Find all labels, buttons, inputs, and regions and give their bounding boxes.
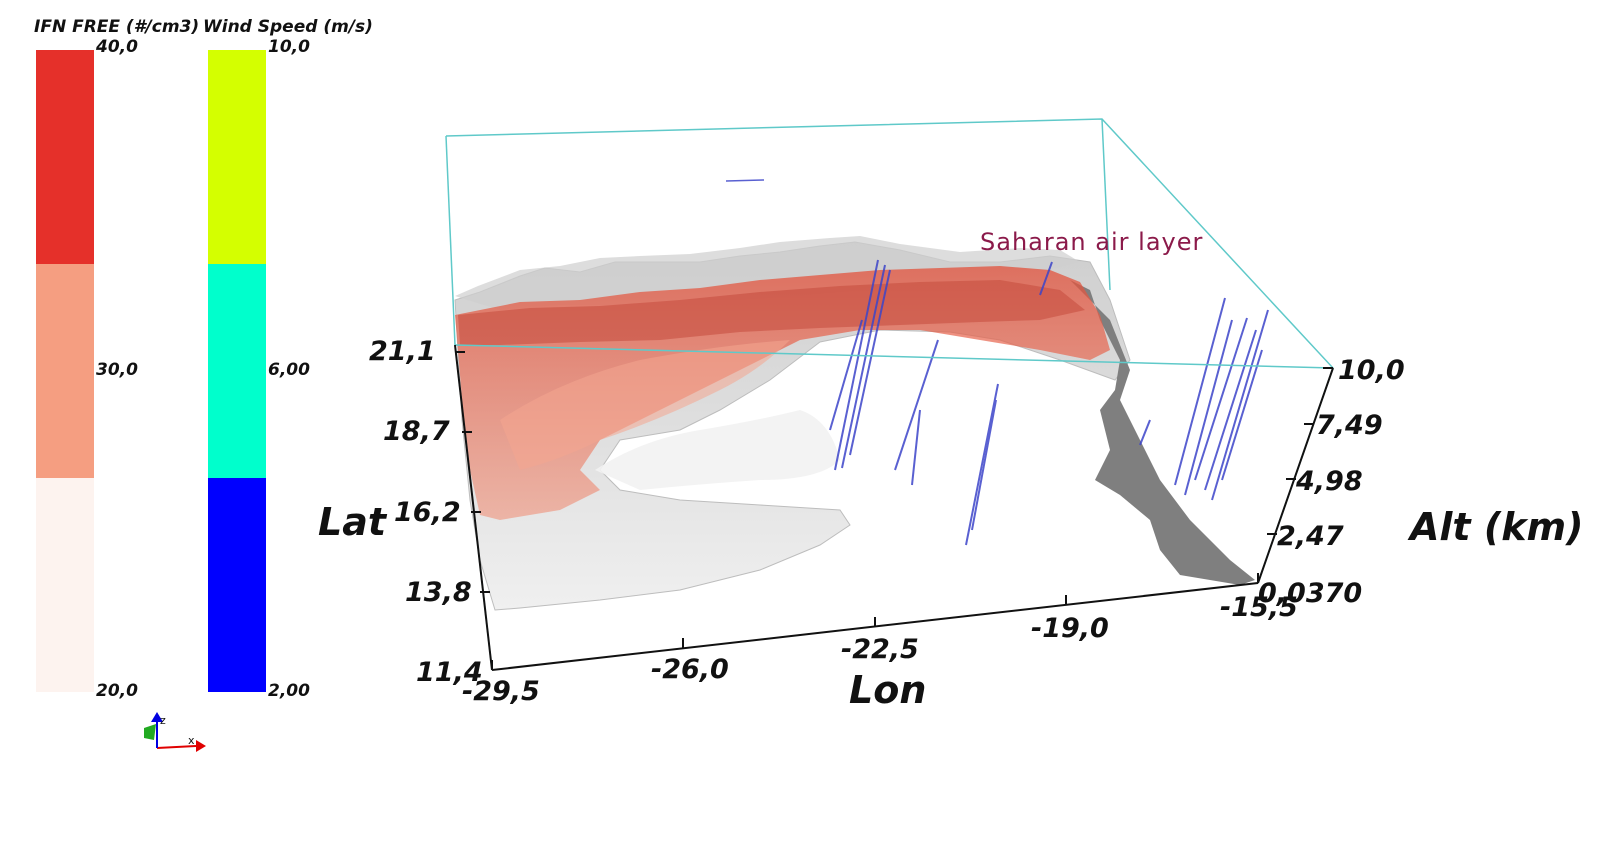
alt-tick-1: 10,0 [1338, 355, 1405, 386]
wind-colorbar-title: Wind Speed (m/s) [203, 17, 373, 37]
lon-axis-title: Lon [849, 668, 927, 712]
ifn-tick-min: 20,0 [96, 681, 138, 701]
wind-colorbar [208, 50, 266, 692]
axis-lines [454, 344, 1334, 671]
ifn-tick-mid: 30,0 [96, 360, 138, 380]
ifn-colorbar-title: IFN FREE (#/cm3) [34, 17, 200, 37]
wind-colorbar-segment-low [208, 478, 266, 692]
wind-tick-max: 10,0 [268, 37, 310, 57]
lon-tick-3: -22,5 [841, 634, 919, 665]
lat-tick-1: 21,1 [369, 336, 436, 367]
alt-tick-5: 0,0370 [1258, 578, 1363, 609]
lat-tick-5: 11,4 [416, 657, 483, 688]
lon-tick-5: -15,5 [1220, 592, 1298, 623]
ifn-colorbar-segment-low [36, 478, 94, 692]
saharan-air-layer-volume [455, 266, 1110, 520]
wind-colorbar-segment-mid [208, 264, 266, 478]
alt-tick-2: 7,49 [1316, 410, 1383, 441]
lat-axis-title: Lat [318, 500, 387, 544]
lon-tick-1: -29,5 [462, 676, 540, 707]
saharan-air-layer-annotation: Saharan air layer [980, 228, 1204, 256]
ifn-colorbar [36, 50, 94, 692]
orientation-axes-widget: x z [144, 712, 206, 752]
wind-speed-streamlines [725, 179, 1269, 546]
ifn-colorbar-segment-mid [36, 264, 94, 478]
ifn-colorbar-segment-high [36, 50, 94, 264]
wind-colorbar-segment-high [208, 50, 266, 264]
wind-tick-min: 2,00 [268, 681, 310, 701]
lat-tick-2: 18,7 [383, 416, 450, 447]
alt-tick-3: 4,98 [1296, 466, 1363, 497]
orientation-z-label: z [160, 714, 166, 727]
lat-tick-3: 16,2 [394, 497, 461, 528]
alt-tick-4: 2,47 [1277, 521, 1344, 552]
alt-axis-title: Alt (km) [1410, 505, 1584, 549]
ifn-tick-max: 40,0 [96, 37, 138, 57]
orientation-x-label: x [188, 734, 195, 747]
wind-tick-mid: 6,00 [268, 360, 310, 380]
lon-tick-4: -19,0 [1031, 613, 1109, 644]
coastline-ground [1070, 280, 1255, 585]
lat-tick-4: 13,8 [405, 577, 472, 608]
lon-tick-2: -26,0 [651, 654, 729, 685]
